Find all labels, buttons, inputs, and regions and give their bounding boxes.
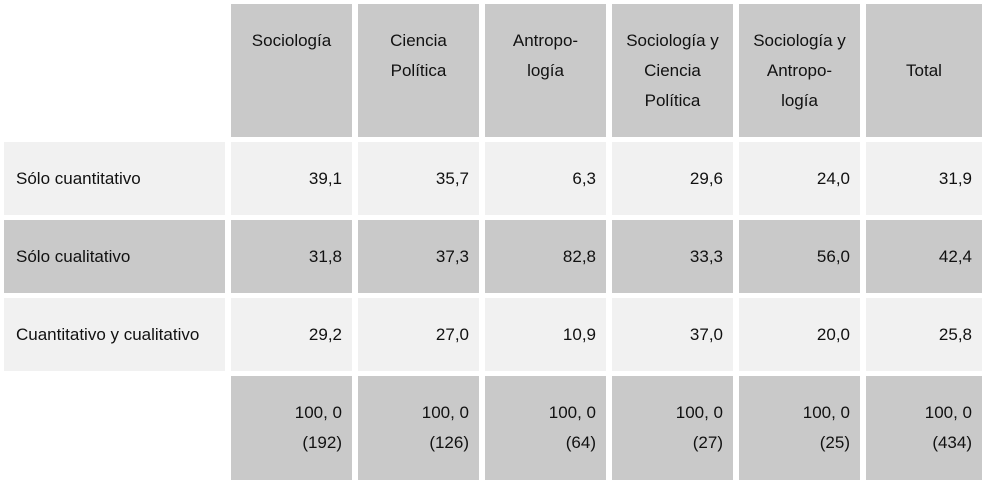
header-line: Total: [906, 60, 942, 80]
table-cell-total: 25,8: [866, 298, 982, 371]
totals-cell: 100, 0 (126): [358, 376, 479, 480]
table-cell: 31,8: [231, 220, 352, 293]
header-line: Política: [644, 91, 701, 110]
totals-n: (434): [932, 433, 972, 452]
totals-percent: 100, 0: [802, 403, 850, 422]
totals-cell: 100, 0 (27): [612, 376, 733, 480]
table-cell: 35,7: [358, 142, 479, 215]
row-label-solo-cuantitativo: Sólo cuantitativo: [4, 142, 225, 215]
header-sociologia-antropologia: Sociología y Antropo- logía: [739, 4, 860, 137]
header-total: Total: [866, 4, 982, 137]
header-line: Sociología y: [626, 31, 719, 50]
totals-n: (27): [692, 433, 723, 452]
totals-cell: 100, 0 (192): [231, 376, 352, 480]
header-antropologia: Antropo- logía: [485, 4, 606, 137]
header-sociologia-ciencia-politica: Sociología y Ciencia Política: [612, 4, 733, 137]
totals-n: (192): [302, 433, 342, 452]
header-sociologia: Sociología: [231, 4, 352, 137]
header-line: Antropo-: [766, 61, 833, 80]
totals-percent: 100, 0: [548, 403, 596, 422]
header-ciencia-politica: Ciencia Política: [358, 4, 479, 137]
table-cell: 39,1: [231, 142, 352, 215]
header-line: logía: [527, 61, 564, 80]
table-cell-total: 42,4: [866, 220, 982, 293]
totals-cell-total: 100, 0 (434): [866, 376, 982, 480]
header-line: Sociología: [251, 31, 332, 50]
table-cell: 37,3: [358, 220, 479, 293]
table-cell: 37,0: [612, 298, 733, 371]
totals-n: (25): [819, 433, 850, 452]
row-label-solo-cualitativo: Sólo cualitativo: [4, 220, 225, 293]
totals-cell: 100, 0 (64): [485, 376, 606, 480]
totals-cell: 100, 0 (25): [739, 376, 860, 480]
table-cell-total: 31,9: [866, 142, 982, 215]
table-cell: 33,3: [612, 220, 733, 293]
table-cell: 82,8: [485, 220, 606, 293]
results-table: Sociología Ciencia Política Antropo- log…: [4, 4, 984, 480]
table-cell: 29,6: [612, 142, 733, 215]
header-line: logía: [781, 91, 818, 110]
totals-percent: 100, 0: [675, 403, 723, 422]
table-cell: 24,0: [739, 142, 860, 215]
totals-n: (126): [429, 433, 469, 452]
totals-percent: 100, 0: [421, 403, 469, 422]
header-line: Ciencia: [644, 61, 701, 80]
header-line: Antropo-: [512, 31, 579, 50]
totals-label-cell: [4, 376, 225, 480]
table-cell: 29,2: [231, 298, 352, 371]
table-cell: 20,0: [739, 298, 860, 371]
table-cell: 10,9: [485, 298, 606, 371]
totals-n: (64): [565, 433, 596, 452]
row-label-cuantitativo-y-cualitativo: Cuantitativo y cualitativo: [4, 298, 225, 371]
header-line: Ciencia: [390, 31, 447, 50]
header-line: Política: [390, 61, 447, 80]
totals-percent: 100, 0: [294, 403, 342, 422]
table-cell: 27,0: [358, 298, 479, 371]
table-cell: 56,0: [739, 220, 860, 293]
table-cell: 6,3: [485, 142, 606, 215]
header-line: Sociología y: [753, 31, 846, 50]
corner-cell: [4, 4, 225, 137]
totals-percent: 100, 0: [924, 403, 972, 422]
